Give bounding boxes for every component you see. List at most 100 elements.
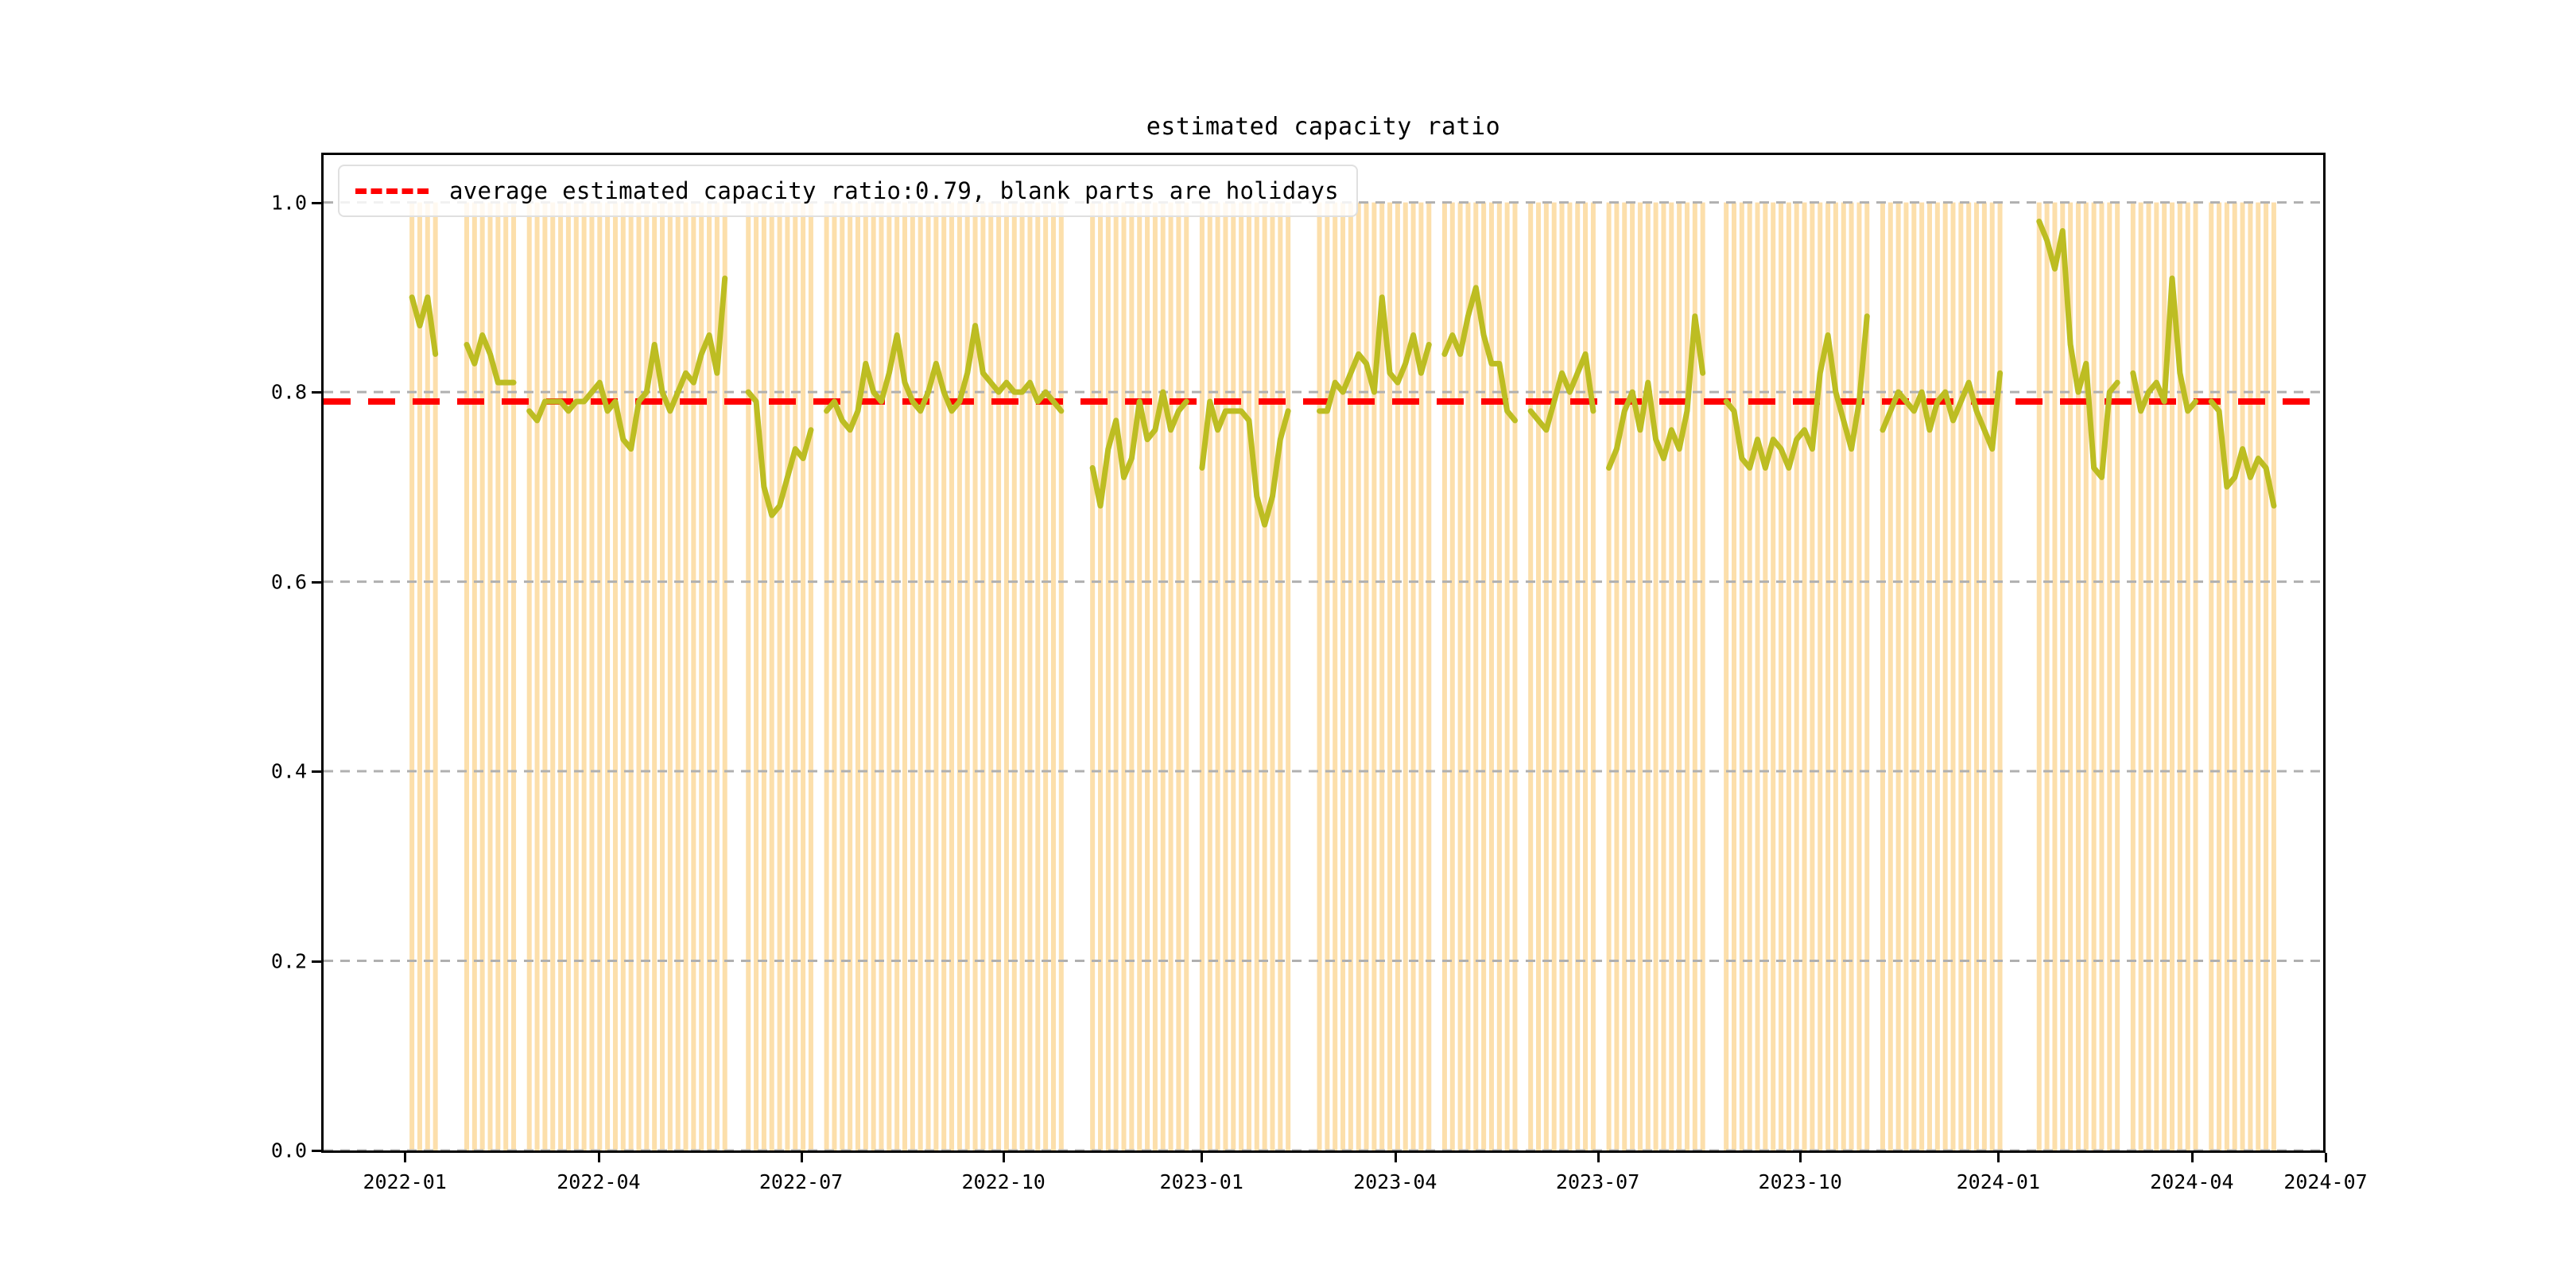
holiday-bar [464, 202, 469, 1150]
holiday-bar [964, 202, 970, 1150]
holiday-bar [1176, 202, 1181, 1150]
holiday-bar [933, 202, 939, 1150]
holiday-bar [1019, 202, 1025, 1150]
holiday-bar [2185, 202, 2190, 1150]
holiday-bar [2240, 202, 2245, 1150]
holiday-bar [1496, 202, 1502, 1150]
holiday-bar [1942, 202, 1948, 1150]
holiday-bar [1590, 202, 1596, 1150]
x-tick-mark [1394, 1153, 1397, 1162]
ratio-line-segment [464, 332, 517, 386]
holiday-bar [2209, 202, 2214, 1150]
holiday-bar [714, 202, 720, 1150]
holiday-bar [1575, 202, 1581, 1150]
holiday-bar [2091, 202, 2097, 1150]
holiday-bar [832, 202, 837, 1150]
holiday-bar [2107, 202, 2112, 1150]
holiday-bar [2224, 202, 2229, 1150]
plot-area [321, 153, 2326, 1153]
holiday-bar [1278, 202, 1283, 1150]
ratio-line-segment [1441, 285, 1518, 424]
holiday-bar [1551, 202, 1557, 1150]
x-tick-mark [597, 1153, 600, 1162]
holiday-bar [769, 202, 774, 1150]
holiday-bar [1677, 202, 1682, 1150]
holiday-bar [1653, 202, 1658, 1150]
legend-label: average estimated capacity ratio:0.79, b… [449, 177, 1339, 204]
holiday-bar [2256, 202, 2261, 1150]
holiday-bar [1387, 202, 1393, 1150]
holiday-bar [1184, 202, 1189, 1150]
holiday-bar [2177, 202, 2182, 1150]
x-tick-label: 2022-10 [961, 1170, 1046, 1193]
holiday-bar [902, 202, 908, 1150]
holiday-bar [1903, 202, 1909, 1150]
holiday-bar [1160, 202, 1166, 1150]
ratio-line-segment [1606, 313, 1706, 471]
holiday-bar [1286, 202, 1291, 1150]
y-tick-label: 0.4 [270, 759, 307, 783]
x-tick-mark [1201, 1153, 1204, 1162]
holiday-bar [972, 202, 978, 1150]
holiday-bar [1732, 202, 1737, 1150]
holiday-bar [1364, 202, 1369, 1150]
x-tick-label: 2022-07 [758, 1170, 844, 1193]
x-tick-mark [800, 1153, 803, 1162]
holiday-bars [409, 202, 2276, 1150]
x-tick-label: 2023-10 [1758, 1170, 1842, 1193]
holiday-bar [659, 202, 665, 1150]
holiday-bar [1989, 202, 1995, 1150]
y-axis-tick-labels: 0.0 0.2 0.4 0.6 0.8 1.0 [239, 153, 307, 1162]
holiday-bar [2193, 202, 2198, 1150]
holiday-bar [1818, 202, 1823, 1150]
holiday-bar [1223, 202, 1228, 1150]
holiday-bar [1637, 202, 1643, 1150]
holiday-bar [1418, 202, 1424, 1150]
holiday-bar [1113, 202, 1119, 1150]
ratio-line-segment [1880, 370, 2004, 452]
holiday-bar [1239, 202, 1244, 1150]
ratio-line-segment [1089, 389, 1189, 509]
holiday-bar [425, 202, 430, 1150]
holiday-bar [1763, 202, 1768, 1150]
holiday-bar [808, 202, 813, 1150]
holiday-bar [2138, 202, 2143, 1150]
holiday-bar [1348, 202, 1353, 1150]
holiday-bar [1121, 202, 1127, 1150]
holiday-bar [1402, 202, 1408, 1150]
holiday-bar [722, 202, 727, 1150]
holiday-bar [589, 202, 595, 1150]
holiday-bar [2232, 202, 2237, 1150]
holiday-bar [1152, 202, 1158, 1150]
holiday-bar [1786, 202, 1791, 1150]
holiday-bar [1622, 202, 1627, 1150]
holiday-bar [1966, 202, 1972, 1150]
holiday-bar [824, 202, 829, 1150]
holiday-bar [597, 202, 603, 1150]
x-tick-mark [1596, 1153, 1600, 1162]
holiday-bar [1027, 202, 1033, 1150]
y-tick-mark [312, 770, 321, 774]
holiday-bar [1841, 202, 1846, 1150]
holiday-bar [1779, 202, 1784, 1150]
ratio-line-segment [1199, 398, 1291, 528]
holiday-bar [2083, 202, 2089, 1150]
holiday-bar [487, 202, 493, 1150]
holiday-bar [2162, 202, 2167, 1150]
holiday-bar [1755, 202, 1760, 1150]
holiday-bar [1035, 202, 1041, 1150]
holiday-bar [879, 202, 884, 1150]
x-tick-label: 2023-07 [1555, 1170, 1640, 1193]
holiday-bar [1606, 202, 1612, 1150]
holiday-bar [1379, 202, 1385, 1150]
holiday-bar [949, 202, 955, 1150]
holiday-bar [1098, 202, 1103, 1150]
holiday-bar [1669, 202, 1674, 1150]
holiday-bar [1145, 202, 1150, 1150]
holiday-bar [503, 202, 509, 1150]
holiday-bar [1926, 202, 1932, 1150]
holiday-bar [652, 202, 658, 1150]
holiday-bar [1473, 202, 1479, 1150]
holiday-bar [801, 202, 806, 1150]
